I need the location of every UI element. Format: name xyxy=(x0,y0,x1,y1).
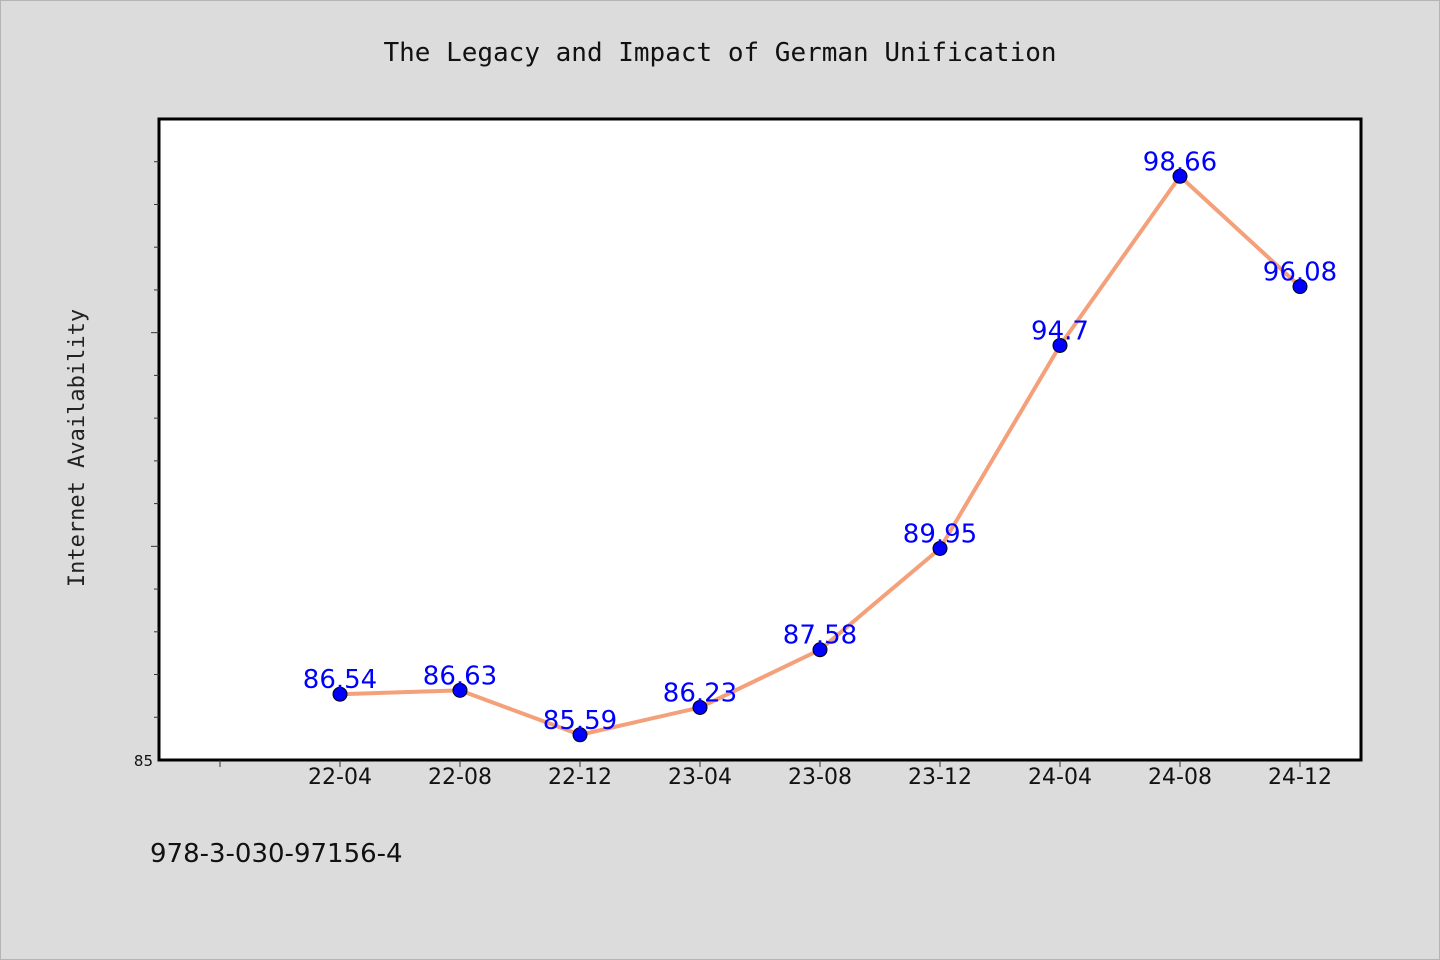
y-axis-ticks: 85 xyxy=(134,161,159,770)
y-axis-label: Internet Availability xyxy=(65,309,90,587)
data-point xyxy=(692,699,708,715)
x-axis-ticks: 22-04 22-08 22-12 23-04 23-08 23-12 24-04 24-08… xyxy=(219,760,1332,790)
x-tick-label: 24-12 xyxy=(1268,765,1332,790)
data-point xyxy=(332,686,348,702)
plot-area xyxy=(157,117,1363,762)
data-label: 89.95 xyxy=(903,519,977,549)
x-tick-label: 23-04 xyxy=(668,765,732,790)
data-point xyxy=(452,682,468,698)
data-point xyxy=(932,540,948,556)
data-point xyxy=(812,642,828,658)
x-tick-label: 22-12 xyxy=(548,765,612,790)
data-point xyxy=(1292,279,1308,295)
data-label: 86.54 xyxy=(303,665,377,695)
x-tick-label: 23-12 xyxy=(908,765,972,790)
data-point xyxy=(1172,168,1188,184)
data-label: 96.08 xyxy=(1263,258,1337,288)
data-label: 87.58 xyxy=(783,621,857,651)
x-tick-label: 24-04 xyxy=(1028,765,1092,790)
data-label: 98.66 xyxy=(1143,147,1217,177)
data-point xyxy=(1052,337,1068,353)
y-tick-label: 85 xyxy=(134,752,153,770)
data-label: 86.23 xyxy=(663,678,737,708)
data-label: 94.7 xyxy=(1031,316,1089,346)
data-series: 86.54 86.63 85.59 86.23 87.58 89.95 94.7 98.66 9… xyxy=(303,147,1337,743)
x-tick-label: 22-04 xyxy=(308,765,372,790)
footer-isbn: 978-3-030-97156-4 xyxy=(150,839,403,869)
chart-title: The Legacy and Impact of German Unificat… xyxy=(383,38,1056,68)
x-tick-label: 24-08 xyxy=(1148,765,1212,790)
x-tick-label: 23-08 xyxy=(788,765,852,790)
data-label: 85.59 xyxy=(543,706,617,736)
x-tick-label: 22-08 xyxy=(428,765,492,790)
data-label: 86.63 xyxy=(423,661,497,691)
data-point xyxy=(572,727,588,743)
